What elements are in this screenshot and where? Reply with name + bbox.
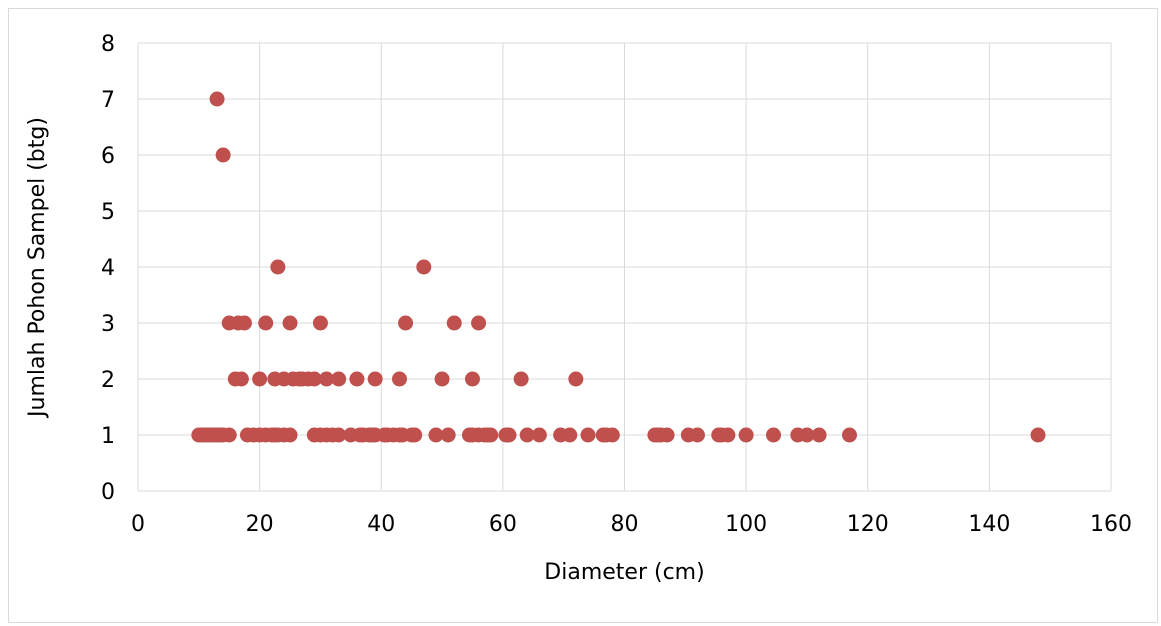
x-axis-title: Diameter (cm) xyxy=(544,560,704,585)
data-point xyxy=(209,91,225,107)
data-point xyxy=(319,371,335,387)
data-point xyxy=(580,427,596,443)
data-point xyxy=(282,315,298,331)
gridlines xyxy=(137,42,1112,492)
y-tick-label: 6 xyxy=(101,144,115,169)
y-tick-label: 0 xyxy=(101,480,115,505)
data-point xyxy=(306,371,322,387)
data-point xyxy=(367,371,383,387)
data-point xyxy=(562,427,578,443)
data-point xyxy=(407,427,423,443)
data-point xyxy=(720,427,736,443)
data-point xyxy=(513,371,529,387)
x-tick-label: 40 xyxy=(367,512,395,537)
y-tick-label: 2 xyxy=(101,368,115,393)
data-point xyxy=(312,315,328,331)
y-tick-label: 5 xyxy=(101,200,115,225)
data-point xyxy=(1030,427,1046,443)
y-axis-title: Jumlah Pohon Sampel (btg) xyxy=(25,117,50,419)
x-tick-label: 60 xyxy=(489,512,517,537)
data-point xyxy=(270,259,286,275)
data-point xyxy=(434,371,450,387)
data-point xyxy=(398,315,414,331)
data-point xyxy=(765,427,781,443)
y-tick-label: 3 xyxy=(101,312,115,337)
y-tick-label: 8 xyxy=(101,32,115,57)
data-point xyxy=(221,427,237,443)
y-tick-label: 4 xyxy=(101,256,115,281)
data-point xyxy=(568,371,584,387)
data-point xyxy=(604,427,620,443)
y-tick-label: 1 xyxy=(101,424,115,449)
x-tick-label: 160 xyxy=(1090,512,1132,537)
x-tick-label: 80 xyxy=(611,512,639,537)
data-point xyxy=(236,315,252,331)
data-point xyxy=(519,427,535,443)
data-point xyxy=(282,427,298,443)
data-point xyxy=(331,371,347,387)
x-tick-label: 20 xyxy=(246,512,274,537)
data-point xyxy=(215,147,231,163)
x-tick-label: 120 xyxy=(847,512,889,537)
data-point xyxy=(659,427,675,443)
data-point xyxy=(440,427,456,443)
data-point xyxy=(738,427,754,443)
data-point xyxy=(252,371,268,387)
data-point xyxy=(842,427,858,443)
data-point xyxy=(428,427,444,443)
data-point xyxy=(446,315,462,331)
data-points xyxy=(191,91,1046,443)
data-point xyxy=(349,371,365,387)
data-point xyxy=(331,427,347,443)
data-point xyxy=(483,427,499,443)
data-point xyxy=(464,371,480,387)
data-point xyxy=(391,371,407,387)
data-point xyxy=(531,427,547,443)
x-tick-label: 0 xyxy=(131,512,145,537)
data-point xyxy=(689,427,705,443)
data-point xyxy=(233,371,249,387)
chart-area: 0 1 2 3 4 5 6 7 8 0 20 40 60 80 100 120 140 160 Diameter … xyxy=(8,8,1158,623)
data-point xyxy=(799,427,815,443)
data-point xyxy=(811,427,827,443)
y-tick-label: 7 xyxy=(101,88,115,113)
data-point xyxy=(471,315,487,331)
data-point xyxy=(258,315,274,331)
data-point xyxy=(501,427,517,443)
data-point xyxy=(416,259,432,275)
x-tick-label: 100 xyxy=(725,512,767,537)
x-tick-label: 140 xyxy=(968,512,1010,537)
